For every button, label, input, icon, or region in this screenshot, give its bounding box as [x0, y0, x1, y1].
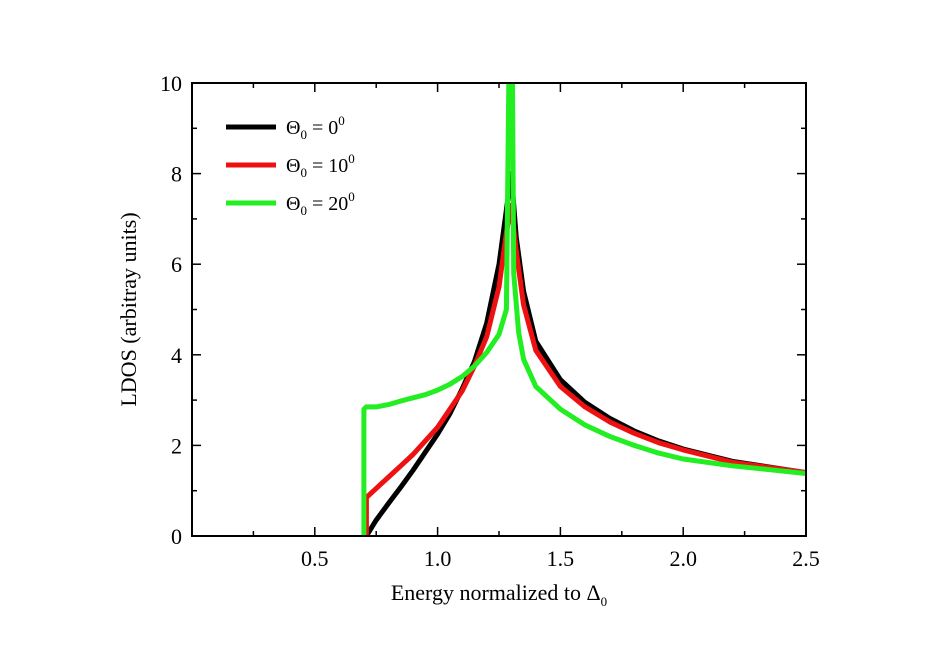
y-axis-label: LDOS (arbitray units) [116, 212, 141, 406]
legend-theta: Θ [286, 193, 300, 215]
series-line-1 [363, 202, 806, 536]
legend-label-2: Θ0 = 200 [286, 189, 355, 218]
legend-sup: 0 [348, 151, 355, 166]
legend-theta: Θ [286, 155, 300, 177]
legend-value: = 0 [307, 117, 338, 139]
x-tick-label: 2.5 [792, 546, 820, 571]
y-tick-label: 4 [171, 343, 182, 368]
x-tick-label: 1.5 [547, 546, 575, 571]
legend-value: = 10 [307, 155, 348, 177]
y-tick-label: 8 [171, 162, 182, 187]
series-layer [361, 83, 806, 536]
x-axis-label-sub: 0 [601, 594, 608, 609]
legend-label-0: Θ0 = 00 [286, 113, 345, 142]
legend-theta: Θ [286, 117, 300, 139]
legend-sub: 0 [300, 165, 307, 180]
y-tick-label: 2 [171, 433, 182, 458]
x-axis-label-text: Energy normalized to Δ [391, 580, 601, 605]
legend-sub: 0 [300, 203, 307, 218]
x-tick-label: 0.5 [301, 546, 329, 571]
legend-value: = 20 [307, 193, 348, 215]
legend-sup: 0 [348, 189, 355, 204]
y-tick-label: 0 [171, 524, 182, 549]
x-tick-label: 1.0 [424, 546, 452, 571]
legend-sub: 0 [300, 127, 307, 142]
series-line-2 [361, 83, 806, 536]
ticks-layer: 0.5 1.0 1.5 2.0 2.5 0 2 4 6 8 10 [160, 71, 820, 571]
y-tick-label: 6 [171, 252, 182, 277]
legend-sup: 0 [338, 113, 345, 128]
series-line-0 [364, 171, 806, 536]
legend-label-1: Θ0 = 100 [286, 151, 355, 180]
plot-frame [191, 82, 807, 537]
y-tick-label: 10 [160, 71, 182, 96]
x-axis-label: Energy normalized to Δ0 [391, 580, 607, 609]
x-tick-label: 2.0 [669, 546, 697, 571]
